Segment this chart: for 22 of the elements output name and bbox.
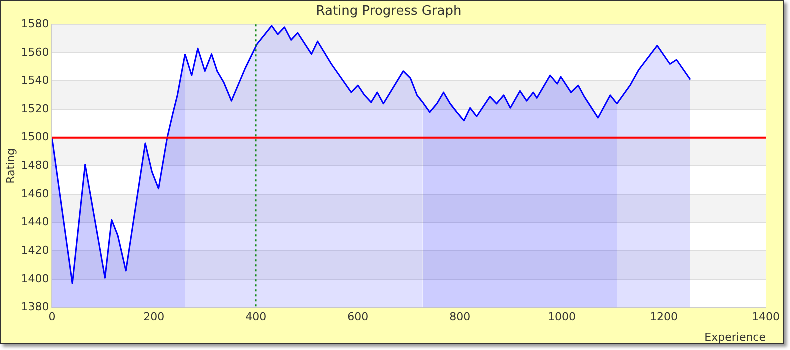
x-tick-label: 400 xyxy=(246,310,267,324)
x-axis-title: Experience xyxy=(704,330,766,344)
y-tick-label: 1480 xyxy=(21,159,50,172)
y-tick-label: 1520 xyxy=(21,102,50,116)
y-tick-label: 1420 xyxy=(21,244,50,258)
y-tick-label: 1400 xyxy=(21,272,50,286)
y-tick-label: 1380 xyxy=(21,300,50,314)
y-tick-label: 1540 xyxy=(21,74,50,88)
x-tick-label: 1400 xyxy=(752,310,780,324)
chart-title: Rating Progress Graph xyxy=(316,4,462,20)
x-tick-label: 0 xyxy=(48,310,56,324)
x-tick-label: 1000 xyxy=(548,310,576,324)
y-axis-title: Rating xyxy=(4,148,18,184)
y-tick-label: 1560 xyxy=(21,46,50,59)
y-tick-label: 1500 xyxy=(21,130,50,144)
x-tick-label: 600 xyxy=(348,310,369,324)
x-tick-label: 200 xyxy=(144,310,165,324)
y-tick-label: 1580 xyxy=(21,17,50,30)
y-tick-label: 1440 xyxy=(21,216,50,229)
y-tick-label: 1460 xyxy=(21,187,50,200)
x-tick-label: 800 xyxy=(450,310,471,324)
x-tick-label: 1200 xyxy=(650,310,678,324)
